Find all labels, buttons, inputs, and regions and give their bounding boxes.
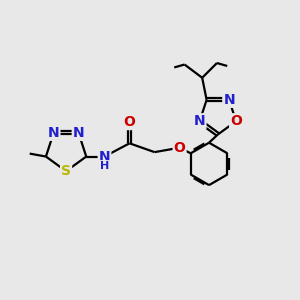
Text: S: S — [61, 164, 71, 178]
Text: N: N — [223, 93, 235, 107]
Text: O: O — [230, 114, 242, 128]
Text: N: N — [73, 126, 84, 140]
Text: N: N — [194, 114, 206, 128]
Text: H: H — [100, 161, 109, 171]
Text: N: N — [99, 150, 110, 164]
Text: N: N — [48, 126, 59, 140]
Text: O: O — [124, 115, 136, 129]
Text: O: O — [174, 141, 185, 155]
